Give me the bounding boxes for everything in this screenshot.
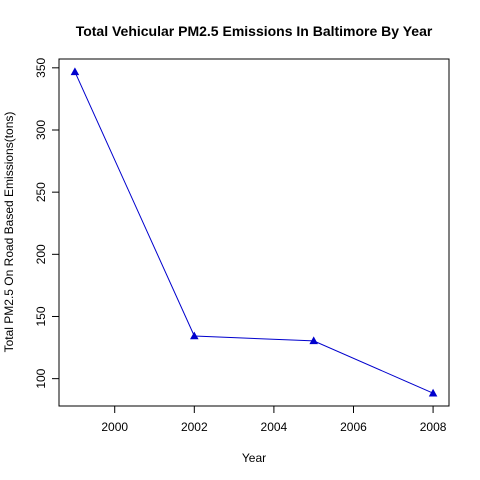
x-tick-label: 2008 [420, 420, 447, 434]
x-tick-label: 2004 [261, 420, 288, 434]
y-axis: 100 150 200 250 300 350 [34, 57, 59, 389]
data-point [309, 336, 318, 345]
plot-frame [58, 58, 450, 407]
data-point [70, 67, 80, 76]
y-tick-label: 300 [34, 120, 48, 140]
data-point [190, 331, 199, 340]
x-tick-label: 2000 [101, 420, 128, 434]
x-axis-label: Year [242, 451, 266, 465]
data-point [428, 388, 438, 397]
x-tick-label: 2002 [181, 420, 208, 434]
chart-title: Total Vehicular PM2.5 Emissions In Balti… [76, 23, 433, 39]
series-line [74, 71, 434, 394]
x-tick-label: 2006 [340, 420, 367, 434]
y-tick-label: 150 [34, 306, 48, 326]
y-axis-label: Total PM2.5 On Road Based Emissions(tons… [2, 112, 16, 353]
y-tick-label: 200 [34, 244, 48, 264]
y-tick-label: 100 [34, 368, 48, 388]
y-tick-label: 250 [34, 182, 48, 202]
data-series [70, 67, 438, 397]
x-axis: 2000 2002 2004 2006 2008 [101, 406, 447, 434]
y-tick-label: 350 [34, 57, 48, 77]
